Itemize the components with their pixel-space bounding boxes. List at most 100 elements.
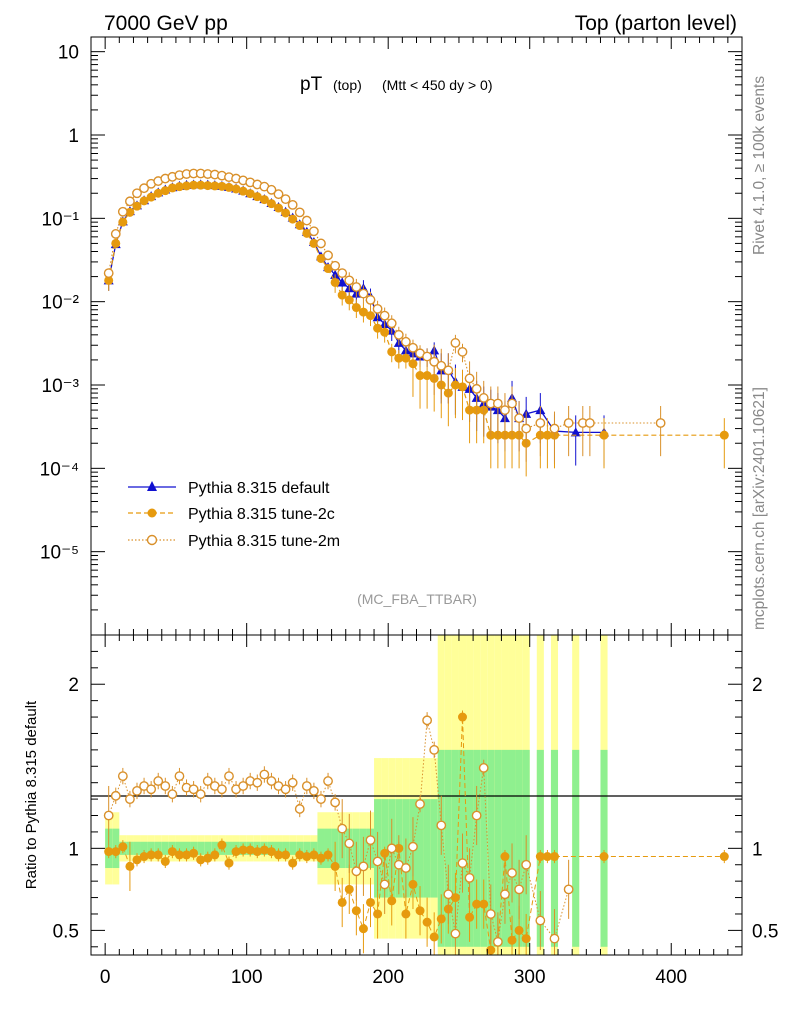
ratio-point: [337, 897, 347, 907]
ratio-series-tune2c: [104, 710, 729, 955]
data-point: [422, 371, 432, 381]
series-1: [104, 180, 729, 477]
data-point: [287, 199, 298, 210]
data-point: [174, 182, 184, 192]
ratio-point: [111, 847, 121, 857]
ratio-point: [358, 924, 368, 934]
band-green: [600, 749, 608, 947]
band-green: [444, 749, 452, 947]
data-point: [394, 353, 404, 363]
data-point: [210, 181, 220, 191]
ratio-point: [287, 777, 298, 788]
data-point: [500, 405, 510, 415]
ratio-point: [160, 781, 171, 791]
ratio-point: [203, 853, 213, 863]
ratio-point: [323, 850, 333, 860]
ratio-point: [202, 776, 213, 786]
ratio-point: [500, 889, 510, 900]
data-point: [266, 199, 276, 209]
ratio-point: [380, 848, 390, 858]
band-green: [289, 841, 297, 855]
data-point: [217, 181, 227, 191]
ratio-point: [174, 850, 184, 860]
data-point: [117, 206, 128, 217]
band-green: [515, 749, 523, 947]
data-point: [153, 188, 163, 198]
data-point: [719, 430, 729, 440]
ratio-y-tick-label-right: 0.5: [752, 921, 778, 942]
data-point: [408, 359, 418, 369]
ratio-series-tune2m: [103, 712, 574, 955]
x-tick-label: 100: [231, 967, 263, 988]
series-line: [108, 184, 725, 445]
data-point: [401, 353, 411, 363]
data-point: [400, 336, 411, 347]
data-point: [344, 275, 355, 286]
ratio-point: [110, 790, 121, 801]
ratio-point: [182, 850, 192, 860]
band-green: [550, 749, 559, 947]
legend-marker-tune2c: [147, 508, 157, 518]
ratio-point: [415, 799, 425, 809]
data-point: [294, 207, 305, 218]
band-green: [480, 749, 488, 947]
main-panel: 10 1 10⁻¹ 10⁻² 10⁻³ 10⁻⁴ 10⁻⁵ pT (top) (Mtt < …: [40, 36, 743, 636]
y-tick-label: 1: [68, 126, 79, 147]
legend-marker-tune2m: [146, 534, 158, 546]
data-point: [316, 238, 326, 249]
series-line: [108, 172, 661, 430]
data-point: [373, 323, 383, 333]
ratio-point: [436, 820, 447, 831]
ratio-point: [514, 925, 524, 935]
ratio-ylabel: Ratio to Pythia 8.315 default: [23, 700, 40, 889]
data-point: [245, 189, 255, 199]
ratio-point: [386, 843, 397, 854]
ratio-point: [372, 856, 383, 867]
ratio-point: [196, 855, 206, 865]
data-point: [139, 183, 149, 194]
data-point: [422, 351, 433, 362]
data-point: [167, 183, 177, 193]
ratio-panel: 0 100 200 300 400 2 2 1 1 0.5 0.5 Ratio to Pythia …: [23, 634, 778, 988]
ratio-point: [266, 847, 276, 857]
data-point: [387, 347, 397, 357]
chart-title: pT: [300, 74, 323, 95]
data-point: [358, 288, 369, 299]
data-point: [273, 189, 284, 200]
data-point: [189, 180, 199, 190]
data-point: [103, 268, 114, 279]
ratio-point: [103, 810, 114, 821]
ratio-point: [174, 771, 185, 782]
data-point: [429, 356, 440, 367]
band-green: [197, 841, 205, 855]
data-point: [259, 195, 269, 205]
x-tick-label: 300: [514, 967, 546, 988]
ratio-point: [139, 852, 149, 862]
y-tick-label: 10: [58, 43, 79, 64]
data-point: [655, 418, 666, 428]
data-point: [316, 253, 326, 263]
ratio-point: [365, 835, 376, 846]
header-left: 7000 GeV pp: [104, 12, 228, 35]
ratio-point: [471, 810, 482, 821]
data-point: [330, 260, 341, 271]
data-point: [514, 413, 525, 424]
data-point: [535, 418, 546, 428]
data-point: [146, 192, 156, 202]
ratio-point: [478, 763, 489, 773]
data-point: [280, 194, 291, 205]
data-point: [160, 186, 170, 196]
ratio-point: [259, 845, 269, 855]
data-point: [231, 184, 241, 194]
y-tick-label: 10⁻⁵: [40, 543, 79, 564]
ratio-point: [153, 776, 164, 786]
ratio-point: [415, 906, 425, 916]
ratio-point: [252, 777, 263, 788]
ratio-point: [429, 932, 439, 942]
ratio-point: [492, 936, 503, 947]
ratio-point: [486, 945, 496, 955]
band-green: [161, 841, 169, 855]
ratio-point: [288, 858, 298, 868]
band-green: [423, 799, 431, 898]
data-point: [372, 303, 383, 314]
